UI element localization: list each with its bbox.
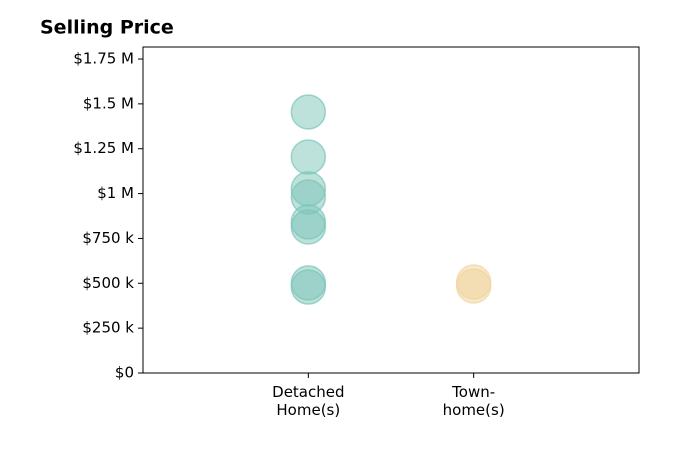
y-tick-label: $1.25 M — [73, 139, 134, 157]
point — [290, 94, 327, 130]
y-tick-label: $250 k — [82, 319, 134, 337]
x-tick-label: Town-home(s) — [443, 383, 505, 419]
y-tick-label: $0 — [115, 364, 134, 382]
plot-frame — [142, 46, 640, 374]
x-tick-label: Detached Home(s) — [272, 383, 344, 419]
chart-title: Selling Price — [40, 17, 174, 39]
point — [290, 139, 327, 175]
y-tick-label: $1.5 M — [83, 94, 134, 112]
y-tick-label: $1 M — [97, 184, 134, 202]
y-tick-label: $500 k — [82, 274, 134, 292]
point — [290, 209, 327, 245]
point — [290, 269, 327, 305]
point — [455, 268, 492, 304]
y-tick-label: $1.75 M — [73, 50, 134, 68]
y-tick-label: $750 k — [82, 229, 134, 247]
